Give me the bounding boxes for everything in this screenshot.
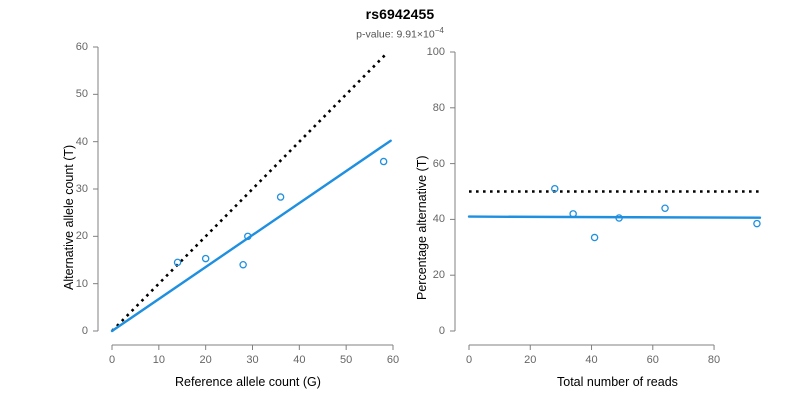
- right-x-tick-label: 60: [646, 354, 659, 366]
- left-identity-reference-line: [111, 53, 387, 332]
- right-data-point: [615, 214, 623, 222]
- left-x-tick-label: 20: [199, 354, 212, 366]
- left-y-tick-label: 20: [75, 230, 88, 243]
- right-y-tick-label: 100: [426, 46, 445, 58]
- right-x-tick-label: 80: [707, 354, 721, 366]
- right-x-tick-label: 0: [465, 354, 473, 366]
- left-x-tick-label: 40: [293, 354, 306, 366]
- left-data-point: [239, 260, 247, 269]
- right-x-tick-label: 40: [585, 354, 598, 366]
- page-title: rs6942455: [365, 6, 435, 22]
- left-x-tick-label: 50: [340, 354, 353, 366]
- left-y-tick-label: 60: [75, 41, 88, 53]
- left-x-tick-label: 10: [152, 354, 165, 366]
- right-fitted-percentage-line: [467, 215, 762, 219]
- right-y-tick-label: 60: [432, 157, 445, 170]
- p-value-exponent: −4: [434, 26, 444, 35]
- left-y-tick-label: 50: [75, 88, 88, 101]
- right-y-tick-label: 80: [432, 101, 445, 114]
- right-data-point: [590, 233, 599, 242]
- right-data-point: [569, 210, 577, 218]
- left-x-tick-label: 0: [108, 354, 116, 366]
- right-y-tick-label: 40: [432, 213, 445, 226]
- p-value-subtitle: p-value: 9.91×10−4: [0, 26, 800, 41]
- left-data-point: [379, 157, 388, 166]
- right-data-point: [551, 184, 559, 193]
- left-x-tick-label: 60: [386, 354, 400, 366]
- right-x-axis-label: Total number of reads: [557, 375, 678, 389]
- left-y-tick-label: 30: [75, 183, 88, 195]
- left-data-point: [173, 258, 182, 267]
- right-x-tick-label: 20: [524, 354, 537, 366]
- left-y-tick-label: 10: [75, 277, 88, 290]
- p-value-text: p-value: 9.91×10: [356, 28, 435, 41]
- left-data-point: [276, 193, 285, 201]
- left-y-tick-label: 0: [81, 325, 88, 337]
- right-data-point: [661, 204, 669, 212]
- right-y-tick-label: 20: [432, 269, 445, 282]
- left-x-axis-label: Reference allele count (G): [175, 375, 321, 389]
- left-data-point: [201, 254, 210, 263]
- left-data-point: [244, 232, 252, 241]
- right-data-point: [753, 219, 761, 228]
- left-x-tick-label: 30: [246, 354, 259, 366]
- left-y-tick-label: 40: [75, 135, 88, 148]
- right-y-tick-label: 0: [438, 325, 445, 337]
